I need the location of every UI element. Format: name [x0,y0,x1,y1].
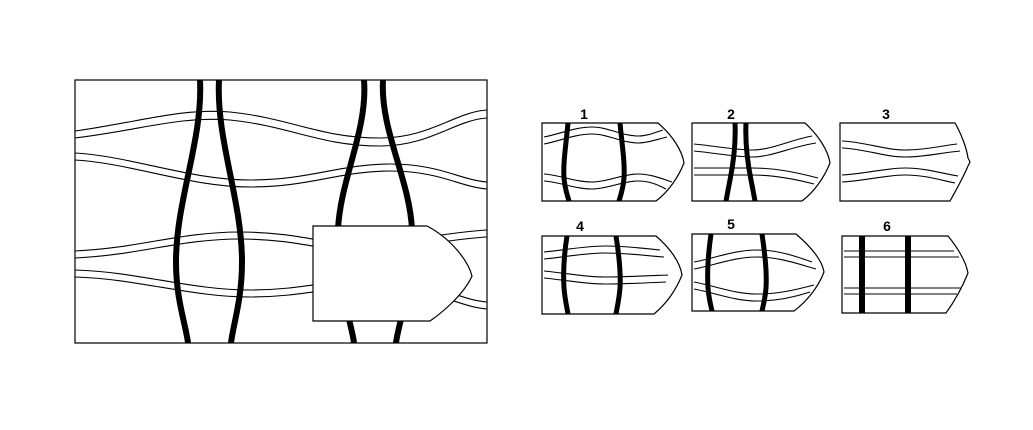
option-piece-outline [839,122,971,202]
wave-line [841,140,958,151]
option-piece-outline [541,122,685,202]
option-number: 5 [727,216,735,232]
option-1[interactable]: 1 [541,106,685,202]
option-4[interactable]: 4 [541,218,683,315]
thick-bar [905,236,911,313]
wave-line [693,288,811,302]
wave-line [75,117,487,147]
wave-line [543,173,673,183]
wave-line [693,249,813,263]
option-6[interactable]: 6 [841,218,969,314]
option-3[interactable]: 3 [839,106,971,202]
option-number: 6 [883,218,891,234]
thick-curve [723,122,738,202]
wave-line [75,152,487,183]
option-2[interactable]: 2 [691,106,831,202]
option-number: 1 [580,106,588,122]
wave-line [693,256,817,270]
missing-piece-slot [312,225,473,322]
thick-curve [561,235,571,315]
option-piece-outline [691,122,831,202]
thick-bar [859,236,865,313]
wave-line [543,245,661,253]
wave-line [75,109,487,139]
option-number: 3 [882,106,890,122]
wave-line [841,174,956,184]
wave-line [693,281,815,295]
wave-line [75,159,487,190]
option-piece-outline [691,233,825,312]
thick-curve [215,80,246,343]
thick-curve [759,233,769,312]
wave-line [693,135,813,151]
thick-curve [705,233,715,312]
wave-line [693,142,817,158]
main-pattern-panel [74,79,488,344]
option-number: 2 [727,106,735,122]
wave-line [543,180,667,190]
option-5[interactable]: 5 [691,216,825,312]
thick-curve [561,122,572,202]
thick-curve [172,80,204,343]
thick-curve [743,122,758,202]
thick-curve [616,122,627,202]
option-number: 4 [576,218,584,234]
wave-line [841,147,961,158]
thick-curve [613,235,623,315]
wave-line [694,167,819,179]
wave-line [841,167,959,177]
